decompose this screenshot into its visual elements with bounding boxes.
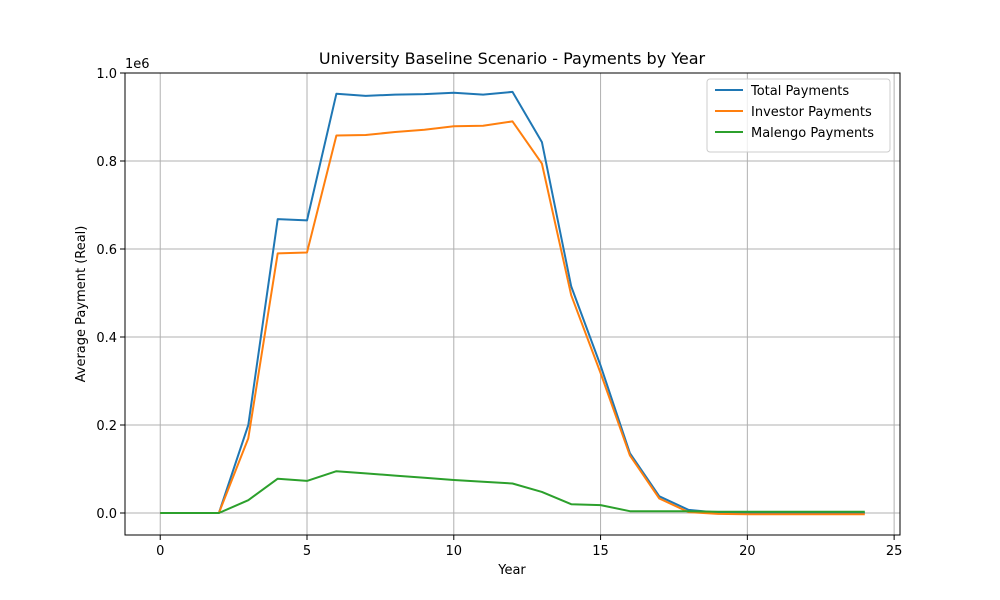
x-tick-label: 10 [446, 544, 463, 559]
axis-ticks: 0 5 10 15 20 25 0.0 0.2 0.4 0.6 0.8 1.0 [96, 67, 902, 559]
y-tick-label: 0.6 [96, 243, 117, 258]
legend-label: Malengo Payments [751, 126, 874, 141]
y-offset-text: 1e6 [125, 57, 150, 72]
x-tick-label: 15 [592, 544, 609, 559]
y-tick-label: 0.0 [96, 507, 117, 522]
legend: Total Payments Investor Payments Malengo P… [706, 78, 891, 153]
series-line-total-payments [160, 90, 865, 514]
legend-box [706, 78, 891, 153]
chart-title: University Baseline Scenario - Payments … [319, 49, 706, 68]
legend-label: Total Payments [750, 84, 849, 99]
series-lines [160, 90, 865, 516]
x-tick-label: 25 [886, 544, 903, 559]
x-tick-label: 0 [156, 544, 164, 559]
series-line-investor-payments [160, 120, 865, 516]
y-tick-label: 1.0 [96, 67, 117, 82]
y-tick-label: 0.4 [96, 331, 117, 346]
x-axis-label: Year [497, 563, 526, 578]
plot-frame [124, 72, 901, 536]
y-tick-label: 0.8 [96, 155, 117, 170]
x-tick-label: 20 [739, 544, 756, 559]
y-tick-label: 0.2 [96, 419, 117, 434]
y-axis-label: Average Payment (Real) [74, 226, 89, 383]
x-tick-label: 5 [303, 544, 311, 559]
legend-label: Investor Payments [751, 105, 872, 120]
series-line-malengo-payments [160, 470, 865, 514]
